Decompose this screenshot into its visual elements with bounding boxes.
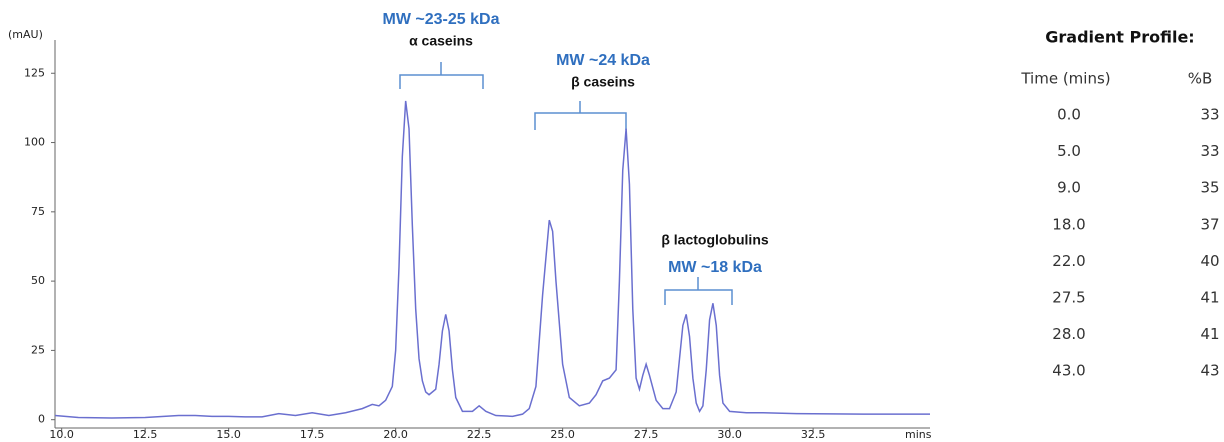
x-axis-label: mins — [905, 428, 932, 441]
table-cell: 43.0 — [1052, 362, 1085, 380]
bracket — [664, 277, 733, 305]
table-header: %B — [1188, 70, 1213, 88]
x-tick-label: 17.5 — [300, 428, 325, 441]
annotation-label: β lactoglobulins — [661, 232, 769, 248]
x-tick-label: 30.0 — [717, 428, 742, 441]
table-cell: 43 — [1200, 362, 1219, 380]
table-cell: 9.0 — [1057, 179, 1081, 197]
table-cell: 5.0 — [1057, 142, 1081, 160]
y-tick-label: 125 — [24, 66, 45, 79]
y-tick-label: 100 — [24, 136, 45, 149]
table-title: Gradient Profile: — [1045, 28, 1194, 47]
x-tick-label: 25.0 — [550, 428, 575, 441]
table-cell: 33 — [1200, 142, 1219, 160]
x-tick-label: 22.5 — [467, 428, 492, 441]
table-cell: 35 — [1200, 179, 1219, 197]
table-header: Time (mins) — [1020, 70, 1110, 88]
table-cell: 41 — [1200, 289, 1219, 307]
table-cell: 40 — [1200, 252, 1219, 270]
annotation-label: α caseins — [409, 33, 473, 49]
y-tick-label: 50 — [31, 274, 45, 287]
annotation-label: β caseins — [571, 74, 635, 90]
bracket — [534, 101, 627, 130]
table-cell: 22.0 — [1052, 252, 1085, 270]
table-cell: 37 — [1200, 215, 1219, 233]
y-tick-label: 0 — [38, 413, 45, 426]
x-tick-label: 12.5 — [133, 428, 158, 441]
annotation-title: MW ~24 kDa — [556, 52, 650, 69]
table-cell: 33 — [1200, 106, 1219, 124]
x-tick-label: 20.0 — [383, 428, 408, 441]
x-tick-label: 27.5 — [634, 428, 659, 441]
y-axis-label: (mAU) — [8, 28, 43, 41]
y-tick-label: 75 — [31, 205, 45, 218]
table-cell: 0.0 — [1057, 106, 1081, 124]
chromatogram-line — [54, 100, 930, 419]
x-tick-label: 15.0 — [216, 428, 241, 441]
annotation-title: MW ~23-25 kDa — [383, 11, 500, 28]
table-cell: 18.0 — [1052, 215, 1085, 233]
table-cell: 28.0 — [1052, 325, 1085, 343]
y-tick-label: 25 — [31, 343, 45, 356]
x-tick-label: 32.5 — [801, 428, 826, 441]
table-cell: 41 — [1200, 325, 1219, 343]
x-tick-label: 10.0 — [49, 428, 74, 441]
table-cell: 27.5 — [1052, 289, 1085, 307]
annotation-title: MW ~18 kDa — [668, 259, 762, 276]
bracket — [399, 62, 484, 89]
